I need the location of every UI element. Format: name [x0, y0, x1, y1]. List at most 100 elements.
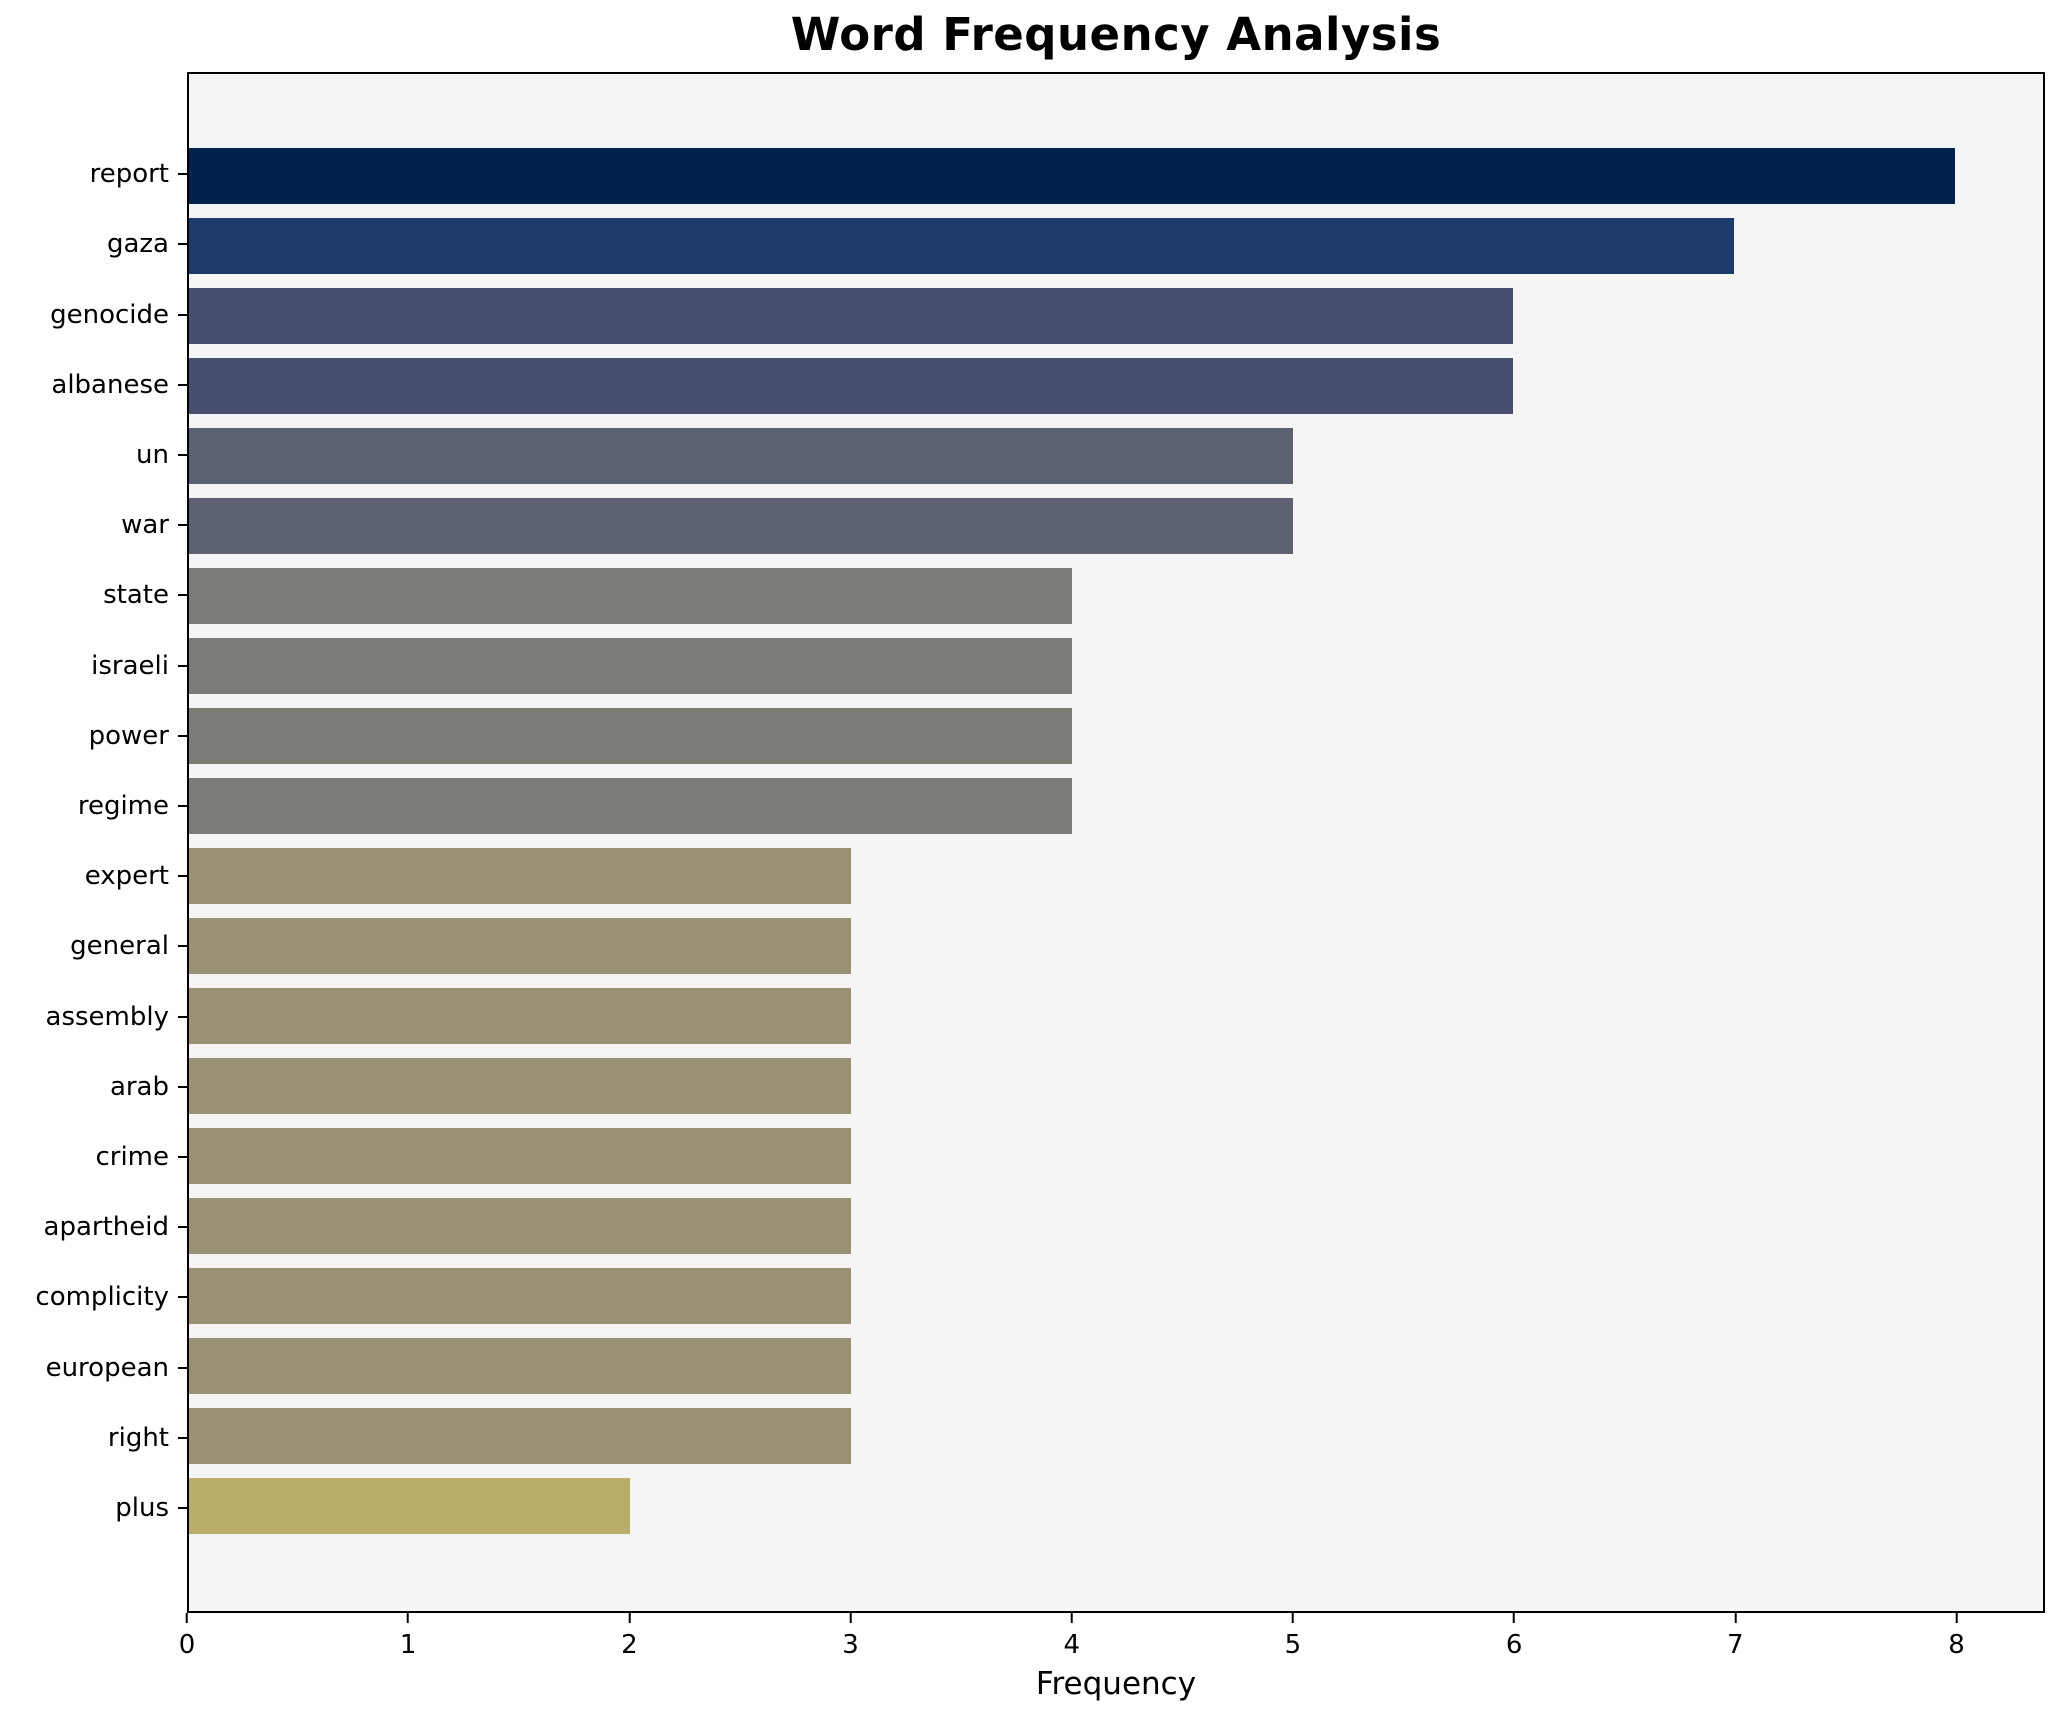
y-tick-row: power [0, 701, 187, 771]
bar-arab [189, 1058, 852, 1114]
y-tick-row: un [0, 420, 187, 490]
bar-assembly [189, 988, 852, 1044]
x-tick-mark [1070, 1613, 1073, 1623]
y-tick-label-genocide: genocide [50, 299, 169, 330]
y-tick-label-report: report [89, 159, 169, 190]
y-tick-mark [178, 1436, 187, 1439]
bar-row [189, 1191, 2043, 1261]
y-tick-row: state [0, 560, 187, 630]
y-tick-row: apartheid [0, 1192, 187, 1262]
y-tick-mark [178, 524, 187, 527]
x-tick-label-6: 6 [1505, 1630, 1523, 1660]
x-tick-mark [1955, 1613, 1958, 1623]
y-tick-mark [178, 664, 187, 667]
bar-row [189, 981, 2043, 1051]
y-tick-row: arab [0, 1052, 187, 1122]
bar-row [189, 561, 2043, 631]
x-tick-mark [185, 1613, 188, 1623]
bar-row [189, 491, 2043, 561]
bar-row [189, 1121, 2043, 1191]
y-tick-row: albanese [0, 350, 187, 420]
x-tick-label-4: 4 [1063, 1630, 1081, 1660]
bar-row [189, 351, 2043, 421]
bar-row [189, 421, 2043, 491]
bar-right [189, 1408, 852, 1464]
x-tick: 1 [400, 1613, 416, 1660]
y-tick-label-apartheid: apartheid [43, 1212, 169, 1243]
x-tick: 2 [621, 1613, 638, 1660]
y-tick-mark [178, 383, 187, 386]
y-tick-row: right [0, 1403, 187, 1473]
y-tick-label-power: power [88, 720, 169, 751]
bar-state [189, 568, 1072, 624]
bar-regime [189, 778, 1072, 834]
y-tick-label-regime: regime [77, 790, 169, 821]
y-tick-row: israeli [0, 630, 187, 700]
y-tick-label-plus: plus [115, 1492, 169, 1523]
x-tick: 4 [1063, 1613, 1080, 1660]
bar-row [189, 1331, 2043, 1401]
x-tick-mark [1513, 1613, 1516, 1623]
y-tick-mark [178, 875, 187, 878]
y-tick-mark [178, 734, 187, 737]
bar-row [189, 1471, 2043, 1541]
bar-row [189, 211, 2043, 281]
plot-area [187, 72, 2045, 1613]
y-tick-mark [178, 1226, 187, 1229]
bar-report [189, 148, 1955, 204]
bar-row [189, 771, 2043, 841]
y-tick-label-un: un [136, 439, 169, 470]
bar-row [189, 1261, 2043, 1331]
x-tick: 6 [1505, 1613, 1523, 1660]
bar-israeli [189, 638, 1072, 694]
y-tick-row: european [0, 1332, 187, 1402]
x-tick: 3 [842, 1613, 859, 1660]
y-tick-mark [178, 173, 187, 176]
bar-un [189, 428, 1293, 484]
x-tick: 5 [1285, 1613, 1301, 1660]
y-tick-label-arab: arab [109, 1071, 169, 1102]
bar-albanese [189, 358, 1514, 414]
y-tick-mark [178, 1296, 187, 1299]
x-tick-mark [1291, 1613, 1294, 1623]
y-tick-row: regime [0, 771, 187, 841]
x-axis-label: Frequency [1035, 1666, 1197, 1702]
bar-power [189, 708, 1072, 764]
bar-crime [189, 1128, 852, 1184]
bar-european [189, 1338, 852, 1394]
x-tick: 0 [178, 1613, 196, 1660]
bar-row [189, 141, 2043, 211]
bar-row [189, 1401, 2043, 1471]
y-tick-label-israeli: israeli [91, 650, 169, 681]
y-tick-label-expert: expert [84, 861, 169, 892]
x-axis: 0 1 2 3 4 5 6 7 8 [179, 1613, 2045, 1683]
bar-war [189, 498, 1293, 554]
x-tick-label-0: 0 [178, 1630, 196, 1660]
y-tick-row: war [0, 490, 187, 560]
bar-complicity [189, 1268, 852, 1324]
y-tick-row: assembly [0, 981, 187, 1051]
y-tick-label-crime: crime [95, 1141, 169, 1172]
bar-row [189, 281, 2043, 351]
bar-row [189, 841, 2043, 911]
x-tick: 7 [1727, 1613, 1744, 1660]
y-tick-row: expert [0, 841, 187, 911]
y-tick-mark [178, 1085, 187, 1088]
bar-apartheid [189, 1198, 852, 1254]
y-tick-mark [178, 594, 187, 597]
chart-title: Word Frequency Analysis [790, 8, 1442, 61]
x-tick-label-2: 2 [621, 1630, 638, 1660]
bar-genocide [189, 288, 1514, 344]
y-tick-row: genocide [0, 279, 187, 349]
y-tick-label-war: war [121, 510, 169, 541]
bar-gaza [189, 218, 1734, 274]
x-tick-mark [628, 1613, 631, 1623]
y-tick-row: crime [0, 1122, 187, 1192]
y-tick-row: complicity [0, 1262, 187, 1332]
y-tick-label-albanese: albanese [51, 369, 169, 400]
x-tick-label-8: 8 [1948, 1630, 1965, 1660]
bar-plus [189, 1478, 631, 1534]
y-tick-label-european: european [45, 1352, 169, 1383]
y-tick-mark [178, 1155, 187, 1158]
